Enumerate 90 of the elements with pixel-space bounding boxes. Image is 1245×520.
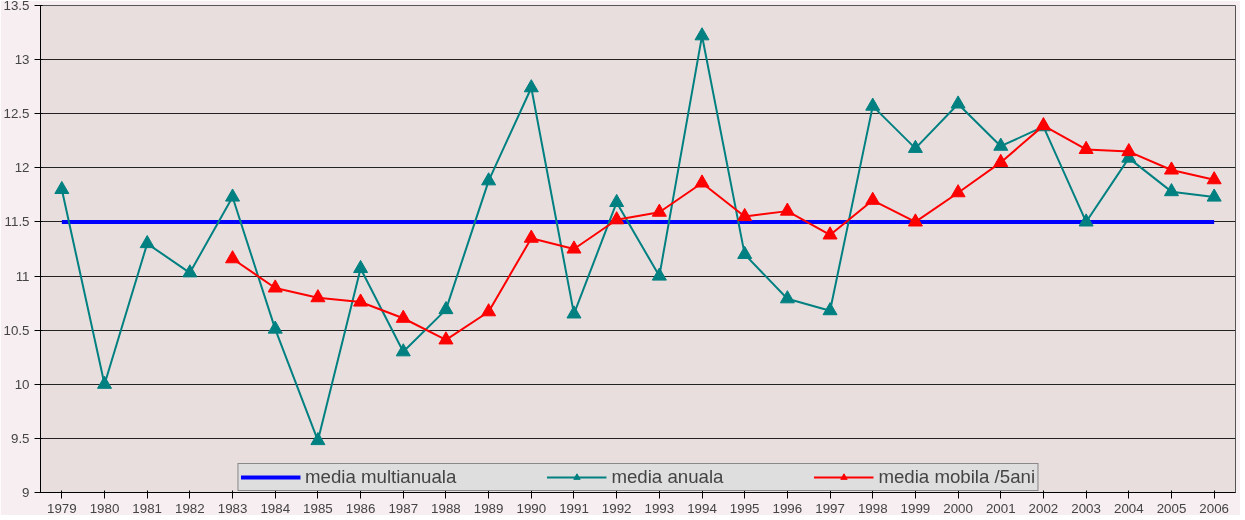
- legend-label: media multianuala: [304, 466, 457, 488]
- x-tick-label: 1989: [473, 500, 504, 516]
- x-tick-label: 1987: [388, 500, 419, 516]
- x-tick-label: 1985: [303, 500, 333, 516]
- point: [1163, 183, 1179, 197]
- point: [609, 211, 625, 225]
- x-tick-label: 1979: [47, 500, 77, 516]
- point: [1121, 143, 1137, 157]
- y-tick-label: 9: [22, 485, 30, 500]
- x-tick-label: 1993: [644, 500, 675, 516]
- point: [353, 259, 369, 274]
- point: [523, 229, 539, 243]
- point: [1078, 213, 1094, 227]
- x-tick-label: 2000: [943, 500, 973, 516]
- point: [1206, 188, 1222, 202]
- x-tick-label: 2003: [1071, 500, 1101, 516]
- point: [865, 191, 881, 205]
- x-tick-label: 1988: [431, 500, 461, 516]
- point: [1163, 161, 1179, 175]
- point: [993, 153, 1009, 167]
- y-tick-label: 12: [14, 160, 30, 176]
- y-tick-label: 13: [14, 52, 30, 68]
- point: [779, 202, 795, 216]
- point: [481, 303, 497, 317]
- point: [865, 97, 881, 111]
- point: [950, 95, 966, 109]
- point: [523, 79, 539, 93]
- legend-label: media mobila /5ani: [878, 466, 1036, 488]
- y-tick-label: 9.5: [10, 430, 30, 446]
- point: [438, 301, 454, 315]
- point: [225, 188, 241, 202]
- x-tick-label: 2004: [1113, 500, 1145, 516]
- y-tick-label: 12.5: [3, 106, 30, 122]
- x-tick-label: 1980: [89, 500, 120, 516]
- point: [481, 172, 497, 186]
- point: [310, 289, 326, 303]
- point: [395, 309, 411, 323]
- point: [694, 174, 710, 188]
- x-tick-label: 1981: [132, 500, 163, 516]
- point: [950, 184, 966, 198]
- point: [1078, 140, 1094, 154]
- point: [182, 264, 198, 278]
- y-tick-label: 11.5: [4, 214, 30, 230]
- point: [97, 375, 113, 389]
- point: [737, 207, 753, 222]
- point: [310, 431, 326, 446]
- legend-label: media anuala: [611, 466, 724, 488]
- point: [139, 235, 155, 249]
- point: [438, 331, 454, 345]
- point: [907, 139, 923, 153]
- point: [737, 245, 753, 259]
- point: [651, 267, 667, 281]
- point: [267, 320, 283, 334]
- x-tick-label: 2005: [1156, 500, 1187, 516]
- x-tick-label: 1994: [687, 500, 718, 516]
- point: [1206, 171, 1222, 185]
- point: [907, 213, 923, 227]
- point: [694, 27, 710, 41]
- point: [822, 226, 838, 240]
- x-tick-label: 1996: [772, 500, 803, 516]
- point: [395, 343, 411, 357]
- y-tick-label: 11: [15, 268, 30, 284]
- point: [779, 290, 795, 304]
- point: [566, 240, 582, 254]
- x-tick-label: 1984: [260, 500, 291, 516]
- point: [566, 305, 582, 319]
- point: [225, 250, 241, 264]
- x-tick-label: 2006: [1199, 500, 1229, 516]
- point: [822, 302, 838, 316]
- x-tick-label: 1997: [815, 500, 845, 516]
- x-tick-label: 1983: [217, 500, 248, 516]
- x-tick-label: 1995: [729, 500, 760, 516]
- x-tick-label: 1986: [345, 500, 376, 516]
- y-tick-label: 10.5: [3, 322, 30, 338]
- x-tick-label: 1990: [516, 500, 547, 516]
- x-tick-label: 1992: [601, 500, 632, 516]
- x-tick-label: 1999: [900, 500, 931, 516]
- point: [609, 193, 625, 208]
- x-tick-label: 1982: [175, 500, 205, 516]
- point: [651, 203, 667, 217]
- y-tick-label: 13.5: [3, 0, 30, 13]
- point: [54, 180, 70, 195]
- point: [267, 279, 283, 293]
- x-tick-label: 1998: [857, 500, 888, 516]
- x-tick-label: 1991: [559, 500, 589, 516]
- point: [353, 293, 369, 307]
- y-tick-label: 10: [14, 376, 30, 392]
- point: [993, 137, 1009, 151]
- x-tick-label: 2001: [985, 500, 1016, 516]
- x-tick-label: 2002: [1028, 500, 1059, 516]
